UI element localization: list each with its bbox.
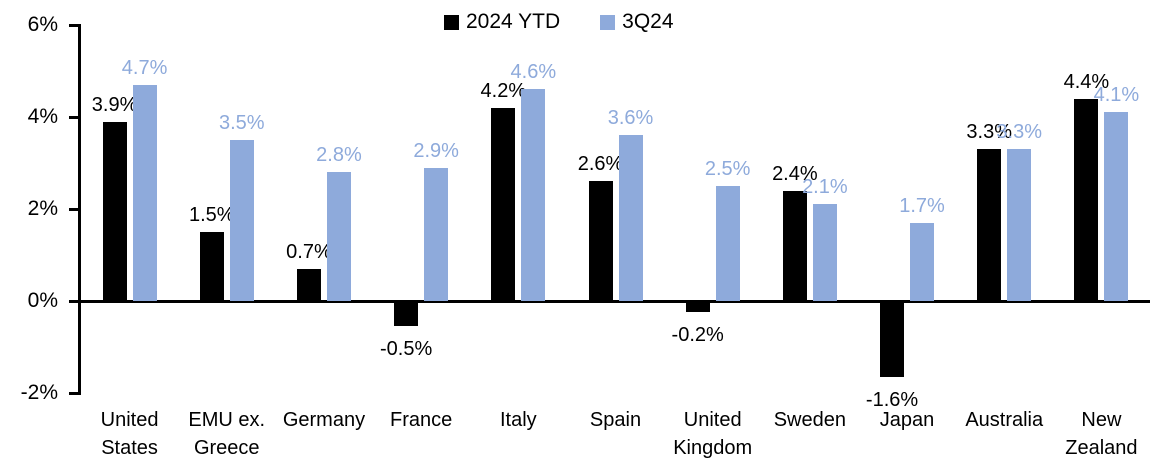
category-label: Spain	[551, 406, 681, 434]
bar-value-label: 2.1%	[802, 176, 848, 199]
category-label-line: France	[390, 409, 453, 431]
bar-3q24	[132, 84, 157, 301]
y-tick-label: 2%	[27, 197, 58, 220]
bar-3q24	[424, 167, 449, 301]
y-tick	[69, 392, 81, 395]
bar-3q24	[618, 135, 643, 301]
category-label: United States	[65, 406, 195, 462]
category-label-line: New	[1081, 409, 1122, 431]
category-label: Australia	[939, 406, 1069, 434]
bar-value-label: 3.6%	[607, 107, 654, 130]
y-tick-label: -2%	[20, 381, 58, 404]
bar-2024ytd	[102, 121, 127, 301]
y-tick	[69, 24, 81, 27]
category-label-line: Spain	[589, 409, 642, 431]
category-label: Germany	[259, 406, 389, 434]
bar-value-label: 2.8%	[316, 144, 362, 167]
legend-swatch-3q24	[600, 14, 616, 30]
bar-value-label: 4.2%	[480, 79, 527, 102]
bar-3q24	[910, 222, 935, 301]
category-label-line: Australia	[965, 409, 1044, 431]
category-label: Sweden	[745, 406, 875, 434]
y-tick-label: 0%	[27, 289, 58, 312]
bar-value-label: 1.7%	[899, 194, 945, 217]
category-label-line: States	[101, 437, 158, 459]
bar-2024ytd	[1074, 98, 1099, 301]
y-tick	[69, 208, 81, 211]
category-label-line: Greece	[193, 437, 260, 459]
y-tick-label: 4%	[27, 105, 58, 128]
y-tick	[69, 116, 81, 119]
category-label-line: United	[683, 409, 742, 431]
bar-2024ytd	[782, 190, 807, 301]
category-label-line: Kingdom	[673, 437, 753, 459]
category-label-line: Japan	[879, 409, 935, 431]
category-label-line: United	[100, 409, 159, 431]
category-label-line: Sweden	[773, 409, 846, 431]
bar-value-label: 4.7%	[121, 56, 168, 79]
bar-value-label: 2.9%	[413, 139, 459, 162]
bar-3q24	[715, 186, 740, 301]
bar-2024ytd	[880, 303, 905, 377]
y-tick-label: 6%	[27, 13, 58, 36]
category-label: United Kingdom	[648, 406, 778, 462]
bar-value-label: 1.5%	[188, 204, 235, 226]
category-label: France	[356, 406, 486, 434]
bar-3q24	[1007, 149, 1032, 301]
bar-value-label: 3.9%	[91, 93, 138, 116]
bar-2024ytd	[394, 303, 419, 326]
bar-value-label: 4.4%	[1063, 70, 1110, 93]
y-tick	[69, 300, 81, 303]
legend-item-2024ytd: 2024 YTD	[444, 10, 560, 34]
bar-value-label: 0.7%	[286, 240, 332, 263]
bar-2024ytd	[296, 268, 321, 301]
category-label: New Zealand	[1036, 406, 1152, 462]
bar-3q24	[812, 204, 837, 301]
bar-value-label: 2.4%	[772, 162, 818, 185]
category-label: Italy	[453, 406, 583, 434]
bar-2024ytd	[199, 232, 224, 301]
category-label-line: EMU ex.	[188, 409, 266, 431]
legend-label-3q24: 3Q24	[622, 10, 674, 33]
bar-value-label: -0.5%	[380, 338, 433, 360]
bar-value-label: 3.3%	[996, 121, 1043, 144]
bar-value-label: 3.3%	[966, 121, 1013, 144]
category-label-line: Italy	[499, 409, 537, 431]
category-label: Japan	[842, 406, 972, 434]
legend-item-3q24: 3Q24	[600, 10, 674, 34]
category-label: EMU ex. Greece	[162, 406, 292, 462]
bar-value-label: 3.5%	[218, 112, 265, 134]
bar-3q24	[521, 89, 546, 301]
bar-2024ytd	[588, 181, 613, 301]
category-label-line: Zealand	[1065, 437, 1138, 459]
legend-label-2024ytd: 2024 YTD	[466, 10, 561, 33]
bar-2024ytd	[685, 303, 710, 313]
legend: 2024 YTD 3Q24	[444, 10, 674, 34]
category-label-line: Germany	[282, 409, 366, 431]
bar-value-label: 2.5%	[704, 158, 751, 180]
x-axis-line	[78, 300, 1150, 303]
bar-value-label: 2.6%	[577, 153, 624, 176]
bar-value-label: 4.1%	[1093, 84, 1140, 107]
bar-3q24	[229, 140, 254, 301]
bar-value-label: 4.6%	[510, 61, 557, 84]
bar-2024ytd	[977, 149, 1002, 301]
legend-swatch-2024ytd	[444, 14, 459, 30]
bar-value-label: -1.6%	[865, 388, 919, 411]
bar-value-label: -0.2%	[671, 324, 724, 347]
bar-3q24	[326, 172, 351, 301]
bar-2024ytd	[491, 107, 516, 301]
bar-3q24	[1104, 112, 1129, 301]
